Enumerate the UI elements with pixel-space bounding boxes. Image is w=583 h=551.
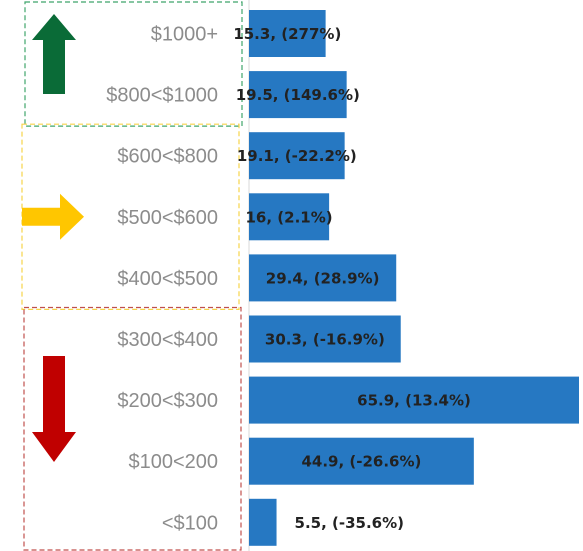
data-labels: 15.3, (277%) 19.5, (149.6%) 19.1, (-22.2%)…	[233, 25, 471, 532]
category-label-800to1000: $800<$1000	[106, 85, 218, 107]
category-label-600to800: $600<$800	[117, 146, 218, 168]
data-label-200to300: 65.9, (13.4%)	[357, 392, 471, 410]
bar-to100	[249, 498, 277, 546]
bar-800to1000	[249, 71, 347, 119]
category-label-400to500: $400<$500	[117, 268, 218, 290]
data-label-1000plus: 15.3, (277%)	[233, 25, 341, 43]
group-box-up	[24, 1, 243, 127]
bar-500to600	[249, 193, 330, 241]
trend-arrows	[22, 14, 84, 462]
data-label-800to1000: 19.5, (149.6%)	[236, 86, 360, 104]
data-label-400to500: 29.4, (28.9%)	[266, 269, 380, 287]
bar-600to800	[249, 132, 345, 180]
data-label-to100: 5.5, (-35.6%)	[295, 514, 404, 532]
bar-100to200	[249, 437, 474, 485]
category-label-500to600: $500<$600	[117, 207, 218, 229]
category-label-100to200: $100<200	[128, 451, 218, 473]
bars	[249, 10, 579, 546]
group-box-down	[23, 306, 242, 551]
category-label-to100: <$100	[162, 512, 218, 534]
down-arrow-icon	[32, 356, 76, 462]
up-arrow-icon	[32, 14, 76, 94]
bar-400to500	[249, 254, 397, 302]
data-label-100to200: 44.9, (-26.6%)	[301, 453, 421, 471]
data-label-300to400: 30.3, (-16.9%)	[265, 331, 385, 349]
bar-200to300	[249, 376, 579, 424]
bar-300to400	[249, 315, 401, 363]
group-boxes	[21, 1, 243, 551]
bar-1000plus	[249, 10, 326, 57]
category-label-300to400: $300<$400	[117, 329, 218, 351]
data-label-500to600: 16, (2.1%)	[246, 208, 333, 226]
data-label-600to800: 19.1, (-22.2%)	[237, 147, 357, 165]
category-label-1000plus: $1000+	[151, 24, 218, 46]
group-box-right	[21, 123, 240, 310]
category-labels: $1000+ $800<$1000 $600<$800 $500<$600 $400<$…	[106, 24, 218, 535]
right-arrow-icon	[22, 193, 84, 240]
category-label-200to300: $200<$300	[117, 390, 218, 412]
